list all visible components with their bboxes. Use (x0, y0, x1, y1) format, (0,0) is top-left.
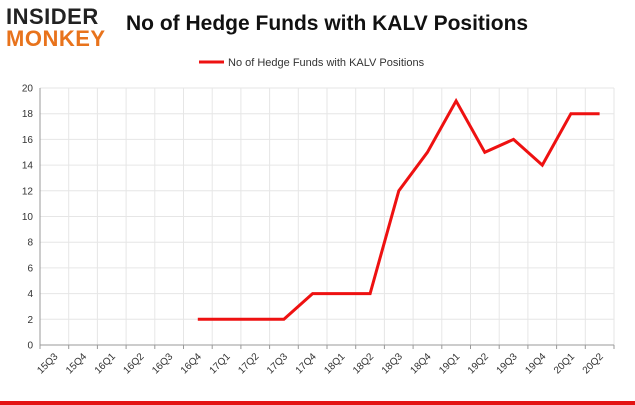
y-tick-label: 0 (27, 341, 33, 352)
chart-title: No of Hedge Funds with KALV Positions (126, 12, 529, 35)
legend-label: No of Hedge Funds with KALV Positions (228, 57, 425, 69)
y-tick-label: 18 (22, 109, 34, 120)
x-tick-label: 16Q2 (121, 351, 146, 376)
y-tick-label: 12 (22, 186, 34, 197)
x-tick-label: 17Q2 (236, 351, 261, 376)
series-lines (197, 97, 600, 321)
y-tick-label: 20 (22, 84, 34, 95)
x-tick-label: 17Q3 (265, 351, 290, 376)
logo-line-1: INSIDER (6, 4, 99, 29)
y-tick-label: 14 (22, 161, 34, 172)
series-line (197, 97, 600, 321)
x-tick-label: 19Q3 (495, 351, 520, 376)
y-tick-label: 8 (27, 238, 33, 249)
x-tick-label: 18Q1 (322, 351, 347, 376)
y-tick-label: 2 (27, 315, 33, 326)
axes (39, 88, 615, 349)
x-tick-label: 18Q3 (380, 351, 405, 376)
x-tick-label: 16Q1 (93, 351, 118, 376)
grid-lines (39, 87, 615, 345)
x-tick-label: 18Q2 (351, 351, 376, 376)
x-tick-label: 15Q3 (35, 351, 60, 376)
x-tick-label: 20Q2 (581, 351, 606, 376)
y-tick-labels: 0 2 4 6 8 10 12 14 16 18 20 (22, 84, 34, 352)
x-tick-label: 19Q2 (466, 351, 491, 376)
logo-line-2: MONKEY (6, 26, 106, 51)
legend: No of Hedge Funds with KALV Positions (199, 57, 425, 69)
insider-monkey-logo: INSIDER MONKEY (6, 4, 118, 52)
x-tick-label: 20Q1 (552, 351, 577, 376)
x-tick-label: 19Q1 (437, 351, 462, 376)
y-tick-label: 6 (27, 263, 33, 274)
x-tick-label: 16Q4 (179, 351, 204, 376)
x-tick-label: 19Q4 (523, 351, 548, 376)
x-tick-label: 15Q4 (64, 351, 89, 376)
y-tick-label: 10 (22, 212, 34, 223)
x-tick-label: 16Q3 (150, 351, 175, 376)
y-tick-label: 4 (27, 289, 33, 300)
x-tick-labels: 15Q3 15Q4 16Q1 16Q2 16Q3 16Q4 17Q1 17Q2 17Q3 17Q4… (35, 351, 606, 376)
x-tick-label: 17Q1 (208, 351, 233, 376)
x-tick-label: 17Q4 (294, 351, 319, 376)
x-tick-label: 18Q4 (408, 351, 433, 376)
y-tick-label: 16 (22, 135, 34, 146)
